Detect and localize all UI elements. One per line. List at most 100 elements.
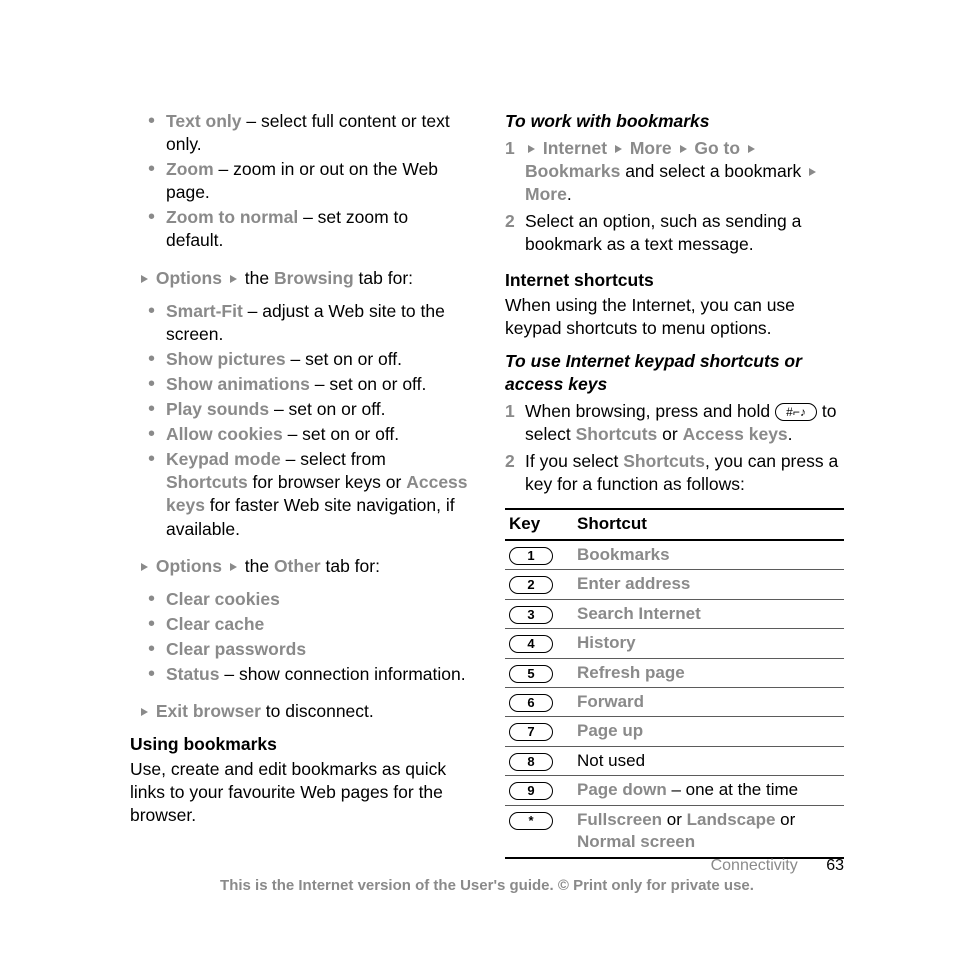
term: Clear cache <box>166 614 264 634</box>
path-item: More <box>630 138 672 158</box>
term: Clear cookies <box>166 589 280 609</box>
arrow-icon <box>141 563 148 571</box>
path-item: Exit browser <box>156 701 261 721</box>
list-item: Text only – select full content or text … <box>150 110 469 156</box>
shortcut-cell: Fullscreen or Landscape or Normal screen <box>573 805 844 857</box>
path-item: Internet <box>543 138 607 158</box>
step-item: When browsing, press and hold #⌐♪ to sel… <box>505 400 844 446</box>
col-key: Key <box>505 509 573 539</box>
path-item: More <box>525 184 567 204</box>
table-row: 1 Bookmarks <box>505 540 844 570</box>
path-item: Options <box>156 556 222 576</box>
shortcut-label: Landscape <box>687 810 776 829</box>
footer-notice: This is the Internet version of the User… <box>130 877 844 894</box>
nav-path-exit-browser: Exit browser to disconnect. <box>130 700 469 723</box>
table-row: 2 Enter address <box>505 570 844 599</box>
section-title-keypad-shortcuts: To use Internet keypad shortcuts or acce… <box>505 350 844 396</box>
shortcut-label: Bookmarks <box>573 540 844 570</box>
path-item: Go to <box>694 138 740 158</box>
link: Access keys <box>683 424 788 444</box>
table-row: 8Not used <box>505 746 844 775</box>
shortcut-label: Enter address <box>573 570 844 599</box>
right-column: To work with bookmarks Internet More Go … <box>505 110 844 859</box>
path-item: Bookmarks <box>525 161 620 181</box>
key-pill: 3 <box>509 606 553 624</box>
term: Clear passwords <box>166 639 306 659</box>
link: Shortcuts <box>623 451 705 471</box>
table-row: 3 Search Internet <box>505 599 844 628</box>
term: Smart-Fit <box>166 301 243 321</box>
term: Text only <box>166 111 242 131</box>
text: If you select <box>525 451 623 471</box>
footer-section: Connectivity <box>711 857 798 874</box>
shortcut-label: Fullscreen <box>577 810 662 829</box>
arrow-icon <box>141 275 148 283</box>
paragraph: Use, create and edit bookmarks as quick … <box>130 758 469 827</box>
list-item: Smart-Fit – adjust a Web site to the scr… <box>150 300 469 346</box>
desc: – set on or off. <box>310 374 426 394</box>
two-column-layout: Text only – select full content or text … <box>130 110 844 859</box>
footer-top: Connectivity 63 <box>130 857 844 875</box>
text: When browsing, press and hold <box>525 401 775 421</box>
table-row: *Fullscreen or Landscape or Normal scree… <box>505 805 844 857</box>
suffix: – one at the time <box>667 780 798 799</box>
section-title-work-with-bookmarks: To work with bookmarks <box>505 110 844 133</box>
path-item: Options <box>156 268 222 288</box>
desc: – set on or off. <box>283 424 399 444</box>
shortcut-label: Refresh page <box>573 658 844 687</box>
bullet-list-3: Clear cookies Clear cache Clear password… <box>130 588 469 686</box>
table-row: 5Refresh page <box>505 658 844 687</box>
page-footer: Connectivity 63 This is the Internet ver… <box>0 857 954 894</box>
shortcut-table: Key Shortcut 1 Bookmarks 2 Enter address 3… <box>505 508 844 858</box>
term: Play sounds <box>166 399 269 419</box>
key-pill: 4 <box>509 635 553 653</box>
arrow-icon <box>680 145 687 153</box>
text: and select a bookmark <box>625 161 806 181</box>
key-pill: 2 <box>509 576 553 594</box>
shortcut-label: Normal screen <box>577 832 695 851</box>
shortcut-label: Search Internet <box>573 599 844 628</box>
path-item: Other <box>274 556 321 576</box>
step-item: Select an option, such as sending a book… <box>505 210 844 256</box>
term: Show pictures <box>166 349 286 369</box>
nav-path-options-browsing: Options the Browsing tab for: <box>130 267 469 290</box>
shortcut-label: History <box>573 629 844 658</box>
step-item: If you select Shortcuts, you can press a… <box>505 450 844 496</box>
shortcut-label: Page down <box>577 780 667 799</box>
nav-path-options-other: Options the Other tab for: <box>130 555 469 578</box>
footer-page-number: 63 <box>826 857 844 874</box>
section-title-using-bookmarks: Using bookmarks <box>130 733 469 756</box>
link: Shortcuts <box>576 424 658 444</box>
desc: for browser keys or <box>248 472 407 492</box>
key-pill: 6 <box>509 694 553 712</box>
list-item: Zoom – zoom in or out on the Web page. <box>150 158 469 204</box>
list-item: Clear cookies <box>150 588 469 611</box>
text: the <box>245 268 274 288</box>
key-pill: 8 <box>509 753 553 771</box>
list-item: Zoom to normal – set zoom to default. <box>150 206 469 252</box>
arrow-icon <box>141 708 148 716</box>
steps-keypad: When browsing, press and hold #⌐♪ to sel… <box>505 400 844 496</box>
key-pill: 1 <box>509 547 553 565</box>
table-row: 6 Forward <box>505 688 844 717</box>
text: . <box>567 184 572 204</box>
list-item: Keypad mode – select from Shortcuts for … <box>150 448 469 540</box>
link: Shortcuts <box>166 472 248 492</box>
list-item: Clear passwords <box>150 638 469 661</box>
steps-bookmarks: Internet More Go to Bookmarks and select… <box>505 137 844 256</box>
text: or <box>662 810 687 829</box>
arrow-icon <box>230 563 237 571</box>
col-shortcut: Shortcut <box>573 509 844 539</box>
shortcut-cell: Page down – one at the time <box>573 776 844 805</box>
subheading-internet-shortcuts: Internet shortcuts <box>505 269 844 292</box>
key-pill: 7 <box>509 723 553 741</box>
term: Zoom to normal <box>166 207 298 227</box>
arrow-icon <box>748 145 755 153</box>
shortcut-label: Page up <box>573 717 844 746</box>
arrow-icon <box>615 145 622 153</box>
shortcut-label: Forward <box>573 688 844 717</box>
term: Keypad mode <box>166 449 281 469</box>
bullet-list-2: Smart-Fit – adjust a Web site to the scr… <box>130 300 469 541</box>
term: Zoom <box>166 159 214 179</box>
list-item: Play sounds – set on or off. <box>150 398 469 421</box>
